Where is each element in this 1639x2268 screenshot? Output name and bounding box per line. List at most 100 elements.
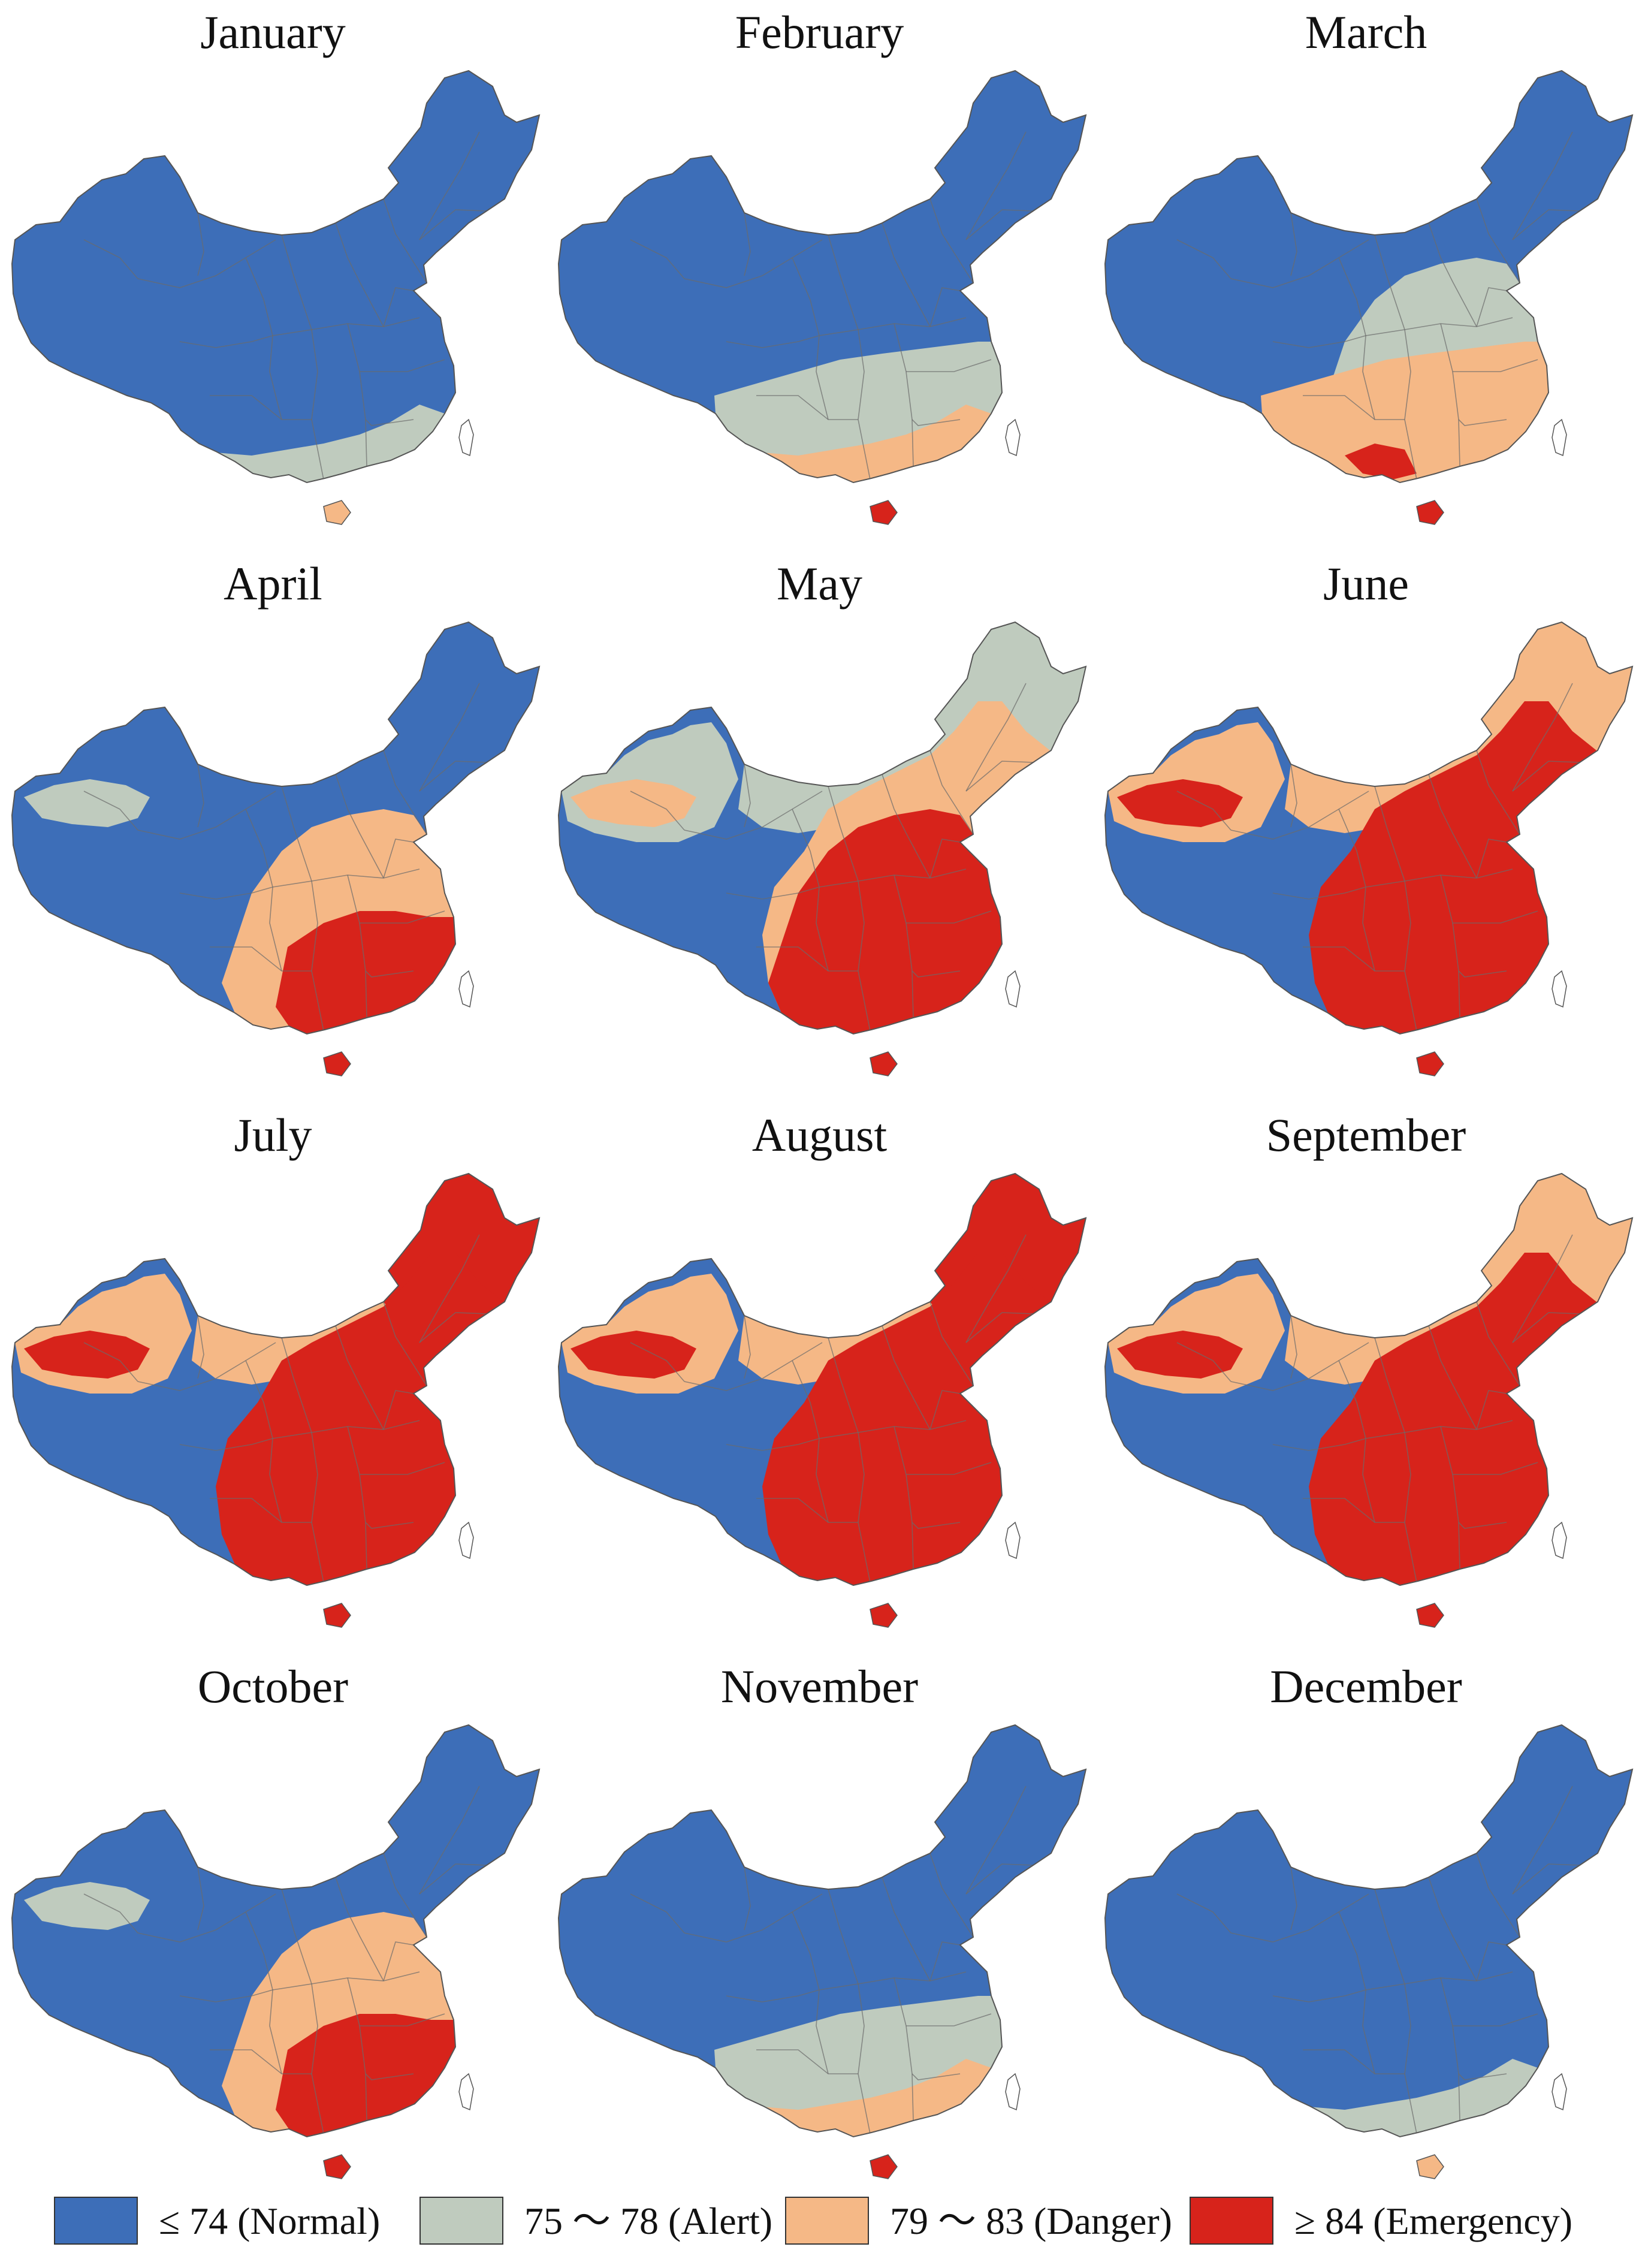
province-border (365, 1522, 414, 1529)
panel-title: September (1266, 1109, 1466, 1161)
province-border (1404, 1432, 1417, 1583)
province-border (1458, 419, 1507, 426)
province-border (756, 1498, 858, 1523)
province-border (1290, 1866, 1297, 1931)
legend-label-emergency: ≥ 84 (Emergency) (1294, 2200, 1572, 2242)
china-map (1104, 1724, 1634, 2179)
province-border (906, 1462, 992, 1475)
province-border (311, 329, 324, 480)
province-border (311, 880, 324, 1032)
taiwan-island (1005, 1521, 1021, 1560)
hainan-island (323, 1051, 351, 1076)
province-border (630, 239, 685, 279)
province-border (684, 1893, 823, 1943)
map-panel-february: February (547, 0, 1092, 551)
province-border (911, 1522, 961, 1529)
province-border (744, 1315, 751, 1379)
province-border (1440, 874, 1460, 1018)
province-border (906, 2013, 992, 2026)
province-border (83, 1342, 138, 1382)
province-border (756, 946, 858, 972)
province-border (1428, 222, 1477, 327)
province-border (83, 791, 138, 831)
province-border (1476, 1941, 1507, 1982)
panel-title: February (735, 6, 904, 58)
hainan-island (323, 2154, 351, 2179)
region-normal (12, 71, 539, 482)
province-border (1404, 329, 1417, 480)
taiwan-island (1552, 970, 1567, 1008)
province-border (197, 212, 204, 276)
province-border (858, 1432, 871, 1583)
country-outline (11, 1724, 541, 2138)
province-border (419, 209, 487, 240)
province-border (1404, 1983, 1417, 2134)
province-border (83, 1893, 138, 1934)
province-border (1476, 198, 1520, 284)
legend-swatch-emergency (1190, 2197, 1273, 2245)
panel-title: June (1323, 557, 1409, 610)
province-border (1230, 239, 1369, 288)
province-border (1440, 1426, 1460, 1570)
china-map (11, 621, 541, 1076)
province-border (894, 323, 914, 467)
province-border (1230, 1893, 1369, 1943)
province-border (965, 131, 1027, 240)
province-border (210, 395, 312, 420)
region-emergency (24, 1331, 150, 1379)
hainan-island (870, 1603, 898, 1628)
province-border (929, 1390, 961, 1430)
province-border (281, 786, 312, 882)
country-outline (1104, 1724, 1634, 2138)
province-border (965, 683, 1027, 792)
map-panel-may: May (547, 551, 1092, 1103)
region-emergency (768, 809, 1002, 1034)
province-border (965, 209, 1034, 240)
province-border (383, 1301, 427, 1386)
province-border (383, 839, 414, 879)
province-border (911, 419, 961, 426)
region-alert (24, 1882, 150, 1930)
china-map (1104, 70, 1634, 525)
province-border (911, 970, 961, 978)
province-border (383, 287, 414, 327)
province-border (929, 1853, 974, 1938)
province-border (965, 1863, 1034, 1895)
province-border (1303, 395, 1405, 420)
legend-label-alert: 75 ～ 78 (Alert) (524, 2200, 773, 2242)
map-panel-april: April (0, 551, 546, 1103)
china-map (557, 1724, 1087, 2179)
province-border (335, 1325, 384, 1430)
province-border (929, 1301, 974, 1386)
panel-title: January (200, 6, 346, 58)
province-border (828, 1889, 859, 1984)
map-panel-march: March (1093, 0, 1639, 551)
country-outline (11, 1172, 541, 1587)
china-map (1104, 1172, 1634, 1628)
province-border (1476, 750, 1520, 835)
hainan-island (1416, 1051, 1444, 1076)
province-border (335, 1877, 384, 1982)
legend-swatch-danger (785, 2197, 869, 2245)
country-outline (557, 1172, 1087, 1587)
panel-title: March (1305, 6, 1427, 58)
province-border (1476, 287, 1507, 327)
region-emergency (1309, 1253, 1596, 1585)
province-border (1176, 239, 1231, 279)
legend-label-normal: ≤ 74 (Normal) (159, 2200, 381, 2242)
region-emergency (216, 1253, 503, 1585)
hainan-island (1416, 500, 1444, 525)
province-border (744, 1866, 751, 1931)
province-border (1458, 1522, 1507, 1529)
province-border (1374, 234, 1405, 330)
hainan-island (1416, 1603, 1444, 1628)
province-border (179, 886, 273, 900)
province-border (882, 1325, 931, 1430)
province-border (828, 786, 859, 882)
province-border (137, 791, 276, 840)
province-border (419, 1234, 480, 1343)
province-border (365, 970, 414, 978)
region-emergency (571, 1331, 696, 1379)
province-border (929, 287, 961, 327)
region-emergency (1345, 444, 1417, 479)
